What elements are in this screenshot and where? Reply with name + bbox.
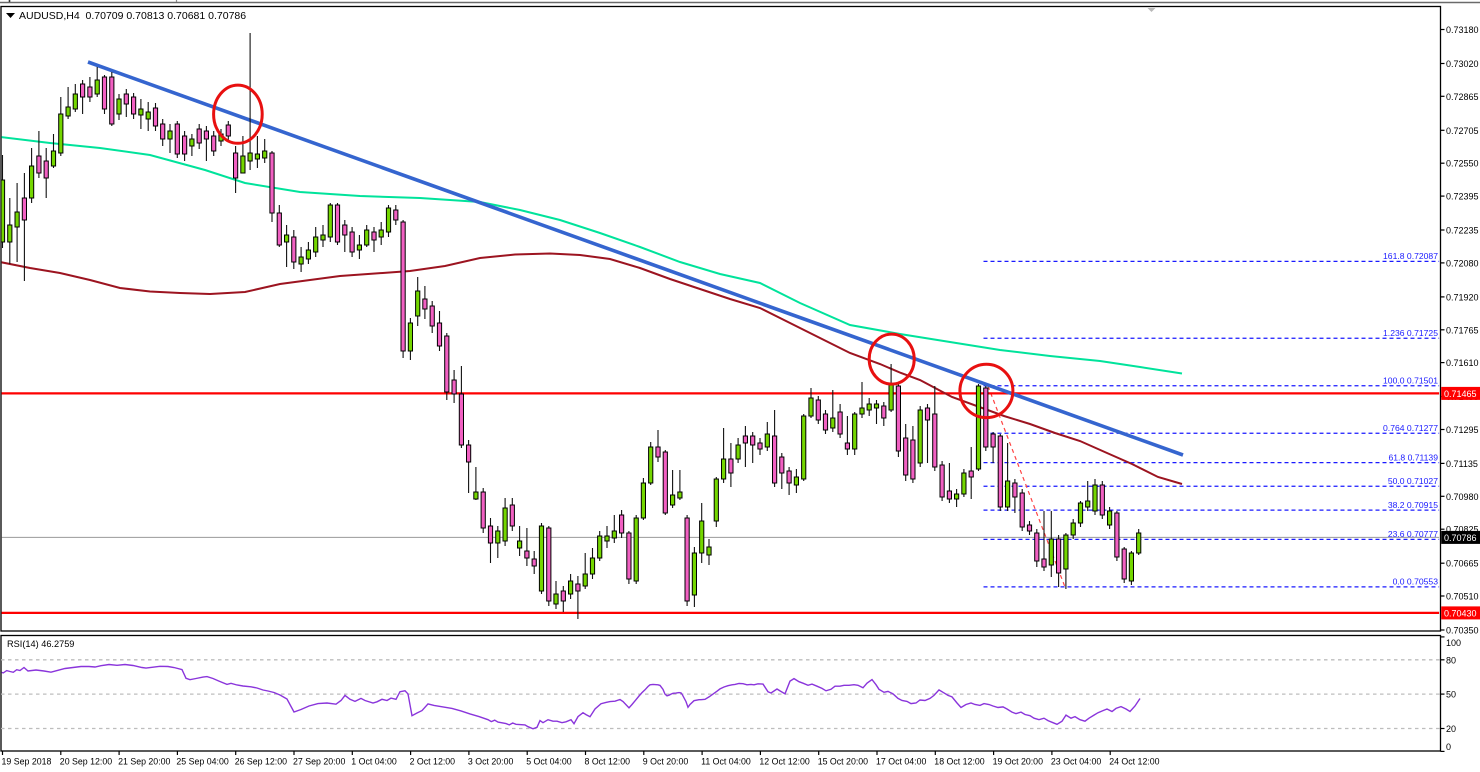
svg-text:0.70430: 0.70430	[1444, 608, 1477, 618]
svg-text:1 Oct 04:00: 1 Oct 04:00	[351, 757, 397, 767]
svg-text:17 Oct 04:00: 17 Oct 04:00	[876, 757, 926, 767]
svg-text:12 Oct 12:00: 12 Oct 12:00	[759, 757, 809, 767]
svg-text:0.70786: 0.70786	[1444, 533, 1477, 543]
svg-text:20: 20	[1446, 724, 1456, 734]
svg-text:2 Oct 12:00: 2 Oct 12:00	[410, 757, 456, 767]
svg-text:15 Oct 20:00: 15 Oct 20:00	[818, 757, 868, 767]
svg-text:21 Sep 20:00: 21 Sep 20:00	[118, 757, 170, 767]
svg-text:24 Oct 12:00: 24 Oct 12:00	[1109, 757, 1159, 767]
svg-text:26 Sep 12:00: 26 Sep 12:00	[235, 757, 287, 767]
svg-text:18 Oct 12:00: 18 Oct 12:00	[934, 757, 984, 767]
svg-text:38.2 0.70915: 38.2 0.70915	[1388, 500, 1438, 510]
svg-text:0.71765: 0.71765	[1446, 325, 1479, 335]
svg-text:20 Sep 12:00: 20 Sep 12:00	[60, 757, 112, 767]
svg-text:11 Oct 04:00: 11 Oct 04:00	[701, 757, 751, 767]
svg-text:19 Sep 2018: 19 Sep 2018	[2, 757, 52, 767]
svg-text:100.0 0.71501: 100.0 0.71501	[1383, 376, 1438, 386]
svg-text:0.72550: 0.72550	[1446, 159, 1479, 169]
svg-text:AUDUSD,H4 0.70709 0.70813 0.7: AUDUSD,H4 0.70709 0.70813 0.70681 0.7078…	[19, 10, 246, 22]
svg-text:8 Oct 12:00: 8 Oct 12:00	[585, 757, 631, 767]
svg-text:0.70980: 0.70980	[1446, 492, 1479, 502]
svg-text:0.73180: 0.73180	[1446, 25, 1479, 35]
svg-text:61.8 0.71139: 61.8 0.71139	[1388, 452, 1438, 462]
svg-text:50.0 0.71027: 50.0 0.71027	[1388, 476, 1438, 486]
svg-text:25 Sep 04:00: 25 Sep 04:00	[176, 757, 228, 767]
svg-text:0.70510: 0.70510	[1446, 592, 1479, 602]
svg-text:0.764 0.71277: 0.764 0.71277	[1383, 423, 1438, 433]
svg-text:0.0 0.70553: 0.0 0.70553	[1393, 577, 1439, 587]
svg-text:0.70665: 0.70665	[1446, 559, 1479, 569]
svg-text:0.71920: 0.71920	[1446, 292, 1479, 302]
svg-text:50: 50	[1446, 690, 1456, 700]
svg-text:0.71465: 0.71465	[1444, 389, 1477, 399]
svg-text:0.71610: 0.71610	[1446, 358, 1479, 368]
svg-text:RSI(14) 46.2759: RSI(14) 46.2759	[7, 639, 74, 649]
svg-text:27 Sep 20:00: 27 Sep 20:00	[293, 757, 345, 767]
svg-text:0.72235: 0.72235	[1446, 226, 1479, 236]
svg-text:0: 0	[1446, 742, 1451, 752]
svg-text:0.73020: 0.73020	[1446, 59, 1479, 69]
svg-text:0.71135: 0.71135	[1446, 459, 1478, 469]
svg-text:23 Oct 04:00: 23 Oct 04:00	[1051, 757, 1101, 767]
svg-text:5 Oct 04:00: 5 Oct 04:00	[526, 757, 572, 767]
svg-text:100: 100	[1446, 638, 1461, 648]
svg-text:0.70825: 0.70825	[1446, 525, 1479, 535]
svg-text:0.72080: 0.72080	[1446, 258, 1479, 268]
svg-text:3 Oct 20:00: 3 Oct 20:00	[468, 757, 514, 767]
svg-text:0.71295: 0.71295	[1446, 425, 1479, 435]
svg-text:80: 80	[1446, 655, 1456, 665]
svg-text:9 Oct 20:00: 9 Oct 20:00	[643, 757, 689, 767]
svg-text:0.72865: 0.72865	[1446, 92, 1479, 102]
svg-text:0.72395: 0.72395	[1446, 192, 1479, 202]
svg-text:19 Oct 20:00: 19 Oct 20:00	[993, 757, 1043, 767]
svg-text:0.70350: 0.70350	[1446, 626, 1479, 636]
svg-text:1.236 0.71725: 1.236 0.71725	[1383, 328, 1438, 338]
svg-text:23.6 0.70777: 23.6 0.70777	[1388, 529, 1438, 539]
svg-text:0.72705: 0.72705	[1446, 126, 1479, 136]
svg-text:161.8 0.72087: 161.8 0.72087	[1383, 251, 1438, 261]
